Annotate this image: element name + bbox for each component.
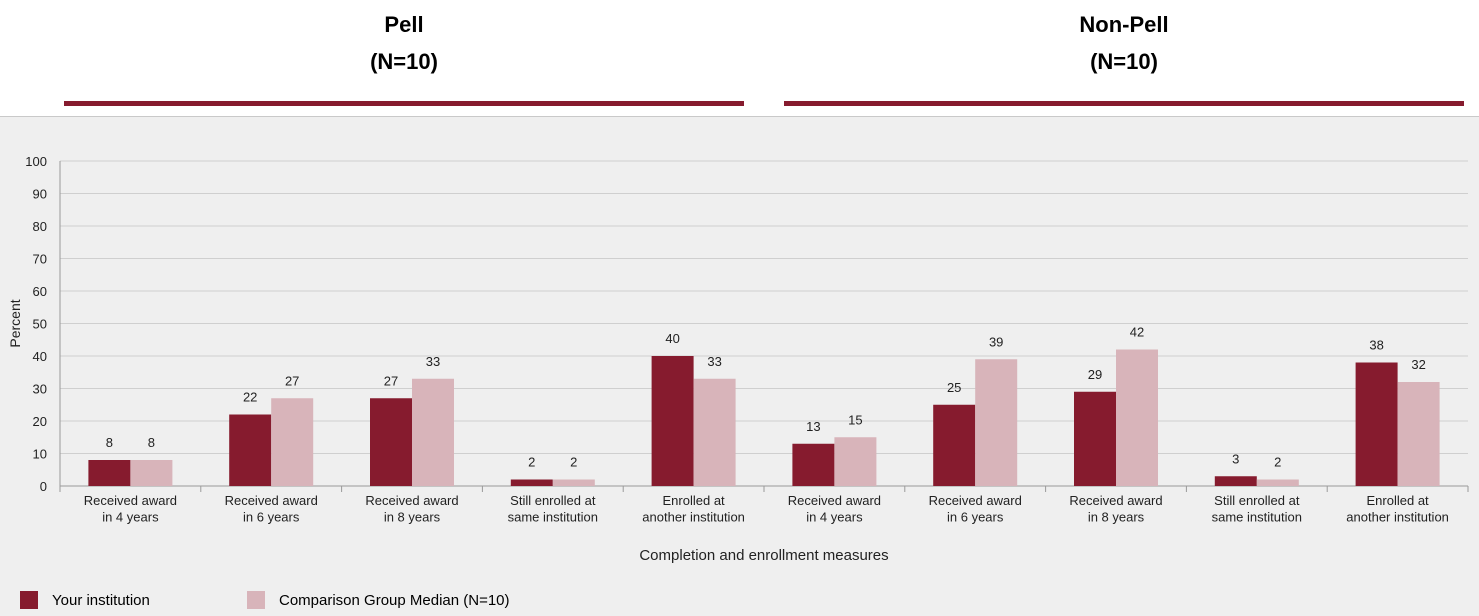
- bar-comparison: [412, 378, 454, 486]
- pell-group-rule: [64, 101, 744, 106]
- value-label-institution: 22: [243, 390, 257, 405]
- x-category-label: in 4 years: [102, 510, 159, 525]
- value-label-institution: 40: [665, 331, 679, 346]
- value-label-institution: 27: [384, 373, 398, 388]
- value-label-comparison: 32: [1411, 357, 1425, 372]
- x-category-label: Received award: [84, 493, 177, 508]
- x-category-label: in 8 years: [1088, 510, 1145, 525]
- pell-group-title: Pell: [384, 12, 424, 37]
- x-category-label: another institution: [642, 510, 745, 525]
- legend-label-institution: Your institution: [52, 591, 150, 609]
- legend-item-institution: Your institution: [20, 591, 150, 609]
- bar-institution: [510, 479, 553, 486]
- legend-swatch-institution: [20, 591, 38, 609]
- x-category-label: in 6 years: [243, 510, 300, 525]
- value-label-comparison: 8: [148, 435, 155, 450]
- y-axis-title: Percent: [7, 299, 23, 347]
- y-tick-label: 20: [33, 414, 47, 429]
- bar-comparison: [552, 479, 595, 486]
- non-pell-group-title: Non-Pell: [1079, 12, 1169, 37]
- y-tick-label: 100: [25, 154, 47, 169]
- y-tick-label: 60: [33, 284, 47, 299]
- value-label-comparison: 39: [989, 334, 1003, 349]
- value-label-comparison: 2: [570, 455, 577, 470]
- x-category-label: Received award: [225, 493, 318, 508]
- x-category-label: Enrolled at: [1367, 493, 1430, 508]
- bar-institution: [229, 414, 272, 486]
- x-category-label: Received award: [365, 493, 458, 508]
- bar-comparison: [1397, 382, 1440, 486]
- value-label-institution: 8: [106, 435, 113, 450]
- value-label-institution: 3: [1232, 451, 1239, 466]
- x-category-label: Received award: [929, 493, 1022, 508]
- x-category-label: Enrolled at: [663, 493, 726, 508]
- pell-group-n: (N=10): [370, 49, 438, 74]
- x-category-label: another institution: [1346, 510, 1449, 525]
- y-tick-label: 90: [33, 187, 47, 202]
- bar-institution: [1074, 391, 1116, 486]
- legend-swatch-comparison: [247, 591, 265, 609]
- bar-comparison: [1256, 479, 1299, 486]
- y-tick-label: 40: [33, 349, 47, 364]
- value-label-comparison: 33: [707, 354, 721, 369]
- bar-comparison: [1116, 349, 1158, 486]
- y-tick-label: 80: [33, 219, 47, 234]
- x-category-label: Still enrolled at: [510, 493, 596, 508]
- x-category-label: Still enrolled at: [1214, 493, 1300, 508]
- non-pell-group-header: Non-Pell (N=10): [784, 6, 1464, 80]
- legend-item-comparison: Comparison Group Median (N=10): [247, 591, 510, 609]
- bar-institution: [792, 443, 835, 486]
- bar-institution: [651, 356, 694, 486]
- bar-institution: [370, 398, 412, 486]
- x-category-label: Received award: [1069, 493, 1162, 508]
- y-tick-label: 30: [33, 382, 47, 397]
- value-label-institution: 29: [1088, 367, 1102, 382]
- value-label-institution: 25: [947, 380, 961, 395]
- non-pell-group-n: (N=10): [1090, 49, 1158, 74]
- x-category-label: in 4 years: [806, 510, 863, 525]
- non-pell-group-rule: [784, 101, 1464, 106]
- bar-institution: [933, 404, 976, 486]
- x-category-label: in 8 years: [384, 510, 441, 525]
- value-label-comparison: 15: [848, 412, 862, 427]
- value-label-comparison: 42: [1130, 325, 1144, 340]
- x-category-label: same institution: [508, 510, 598, 525]
- x-category-label: in 6 years: [947, 510, 1004, 525]
- value-label-institution: 2: [528, 455, 535, 470]
- value-label-comparison: 33: [426, 354, 440, 369]
- x-category-label: same institution: [1212, 510, 1302, 525]
- bar-institution: [1214, 476, 1257, 486]
- x-category-label: Received award: [788, 493, 881, 508]
- legend-label-comparison: Comparison Group Median (N=10): [279, 591, 510, 609]
- bar-comparison: [693, 378, 736, 486]
- y-tick-label: 0: [40, 479, 47, 494]
- value-label-institution: 38: [1369, 338, 1383, 353]
- bar-comparison: [834, 437, 877, 486]
- y-tick-label: 50: [33, 317, 47, 332]
- bar-institution: [1355, 362, 1398, 486]
- value-label-comparison: 27: [285, 373, 299, 388]
- y-tick-label: 70: [33, 252, 47, 267]
- x-axis-title: Completion and enrollment measures: [639, 547, 888, 564]
- bar-comparison: [975, 359, 1018, 486]
- value-label-institution: 13: [806, 419, 820, 434]
- value-label-comparison: 2: [1274, 455, 1281, 470]
- bar-chart: 0 10 20 30 40 50 60 70 80 90 100 8 8 Received award in…: [7, 154, 1469, 564]
- bar-comparison: [130, 460, 173, 486]
- bar-institution: [88, 460, 131, 486]
- y-tick-label: 10: [33, 447, 47, 462]
- chart-panel: 0 10 20 30 40 50 60 70 80 90 100 8 8 Received award in…: [0, 116, 1479, 616]
- pell-group-header: Pell (N=10): [64, 6, 744, 80]
- bar-comparison: [271, 398, 314, 486]
